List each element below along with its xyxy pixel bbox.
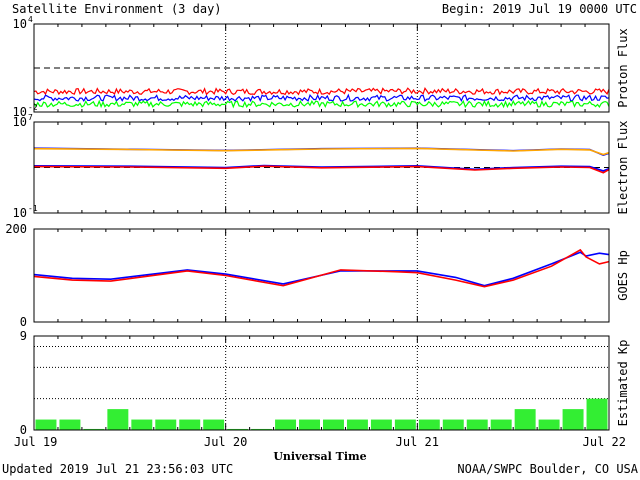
y-axis-label: Electron Flux	[616, 121, 630, 215]
kp-bar	[323, 419, 344, 430]
series-line-red	[33, 165, 610, 174]
kp-bar	[35, 419, 57, 430]
kp-bar	[466, 419, 488, 430]
panel-frame	[33, 228, 610, 323]
y-axis-label: Proton Flux	[616, 28, 630, 107]
y-tick-exponent: -1	[28, 204, 38, 213]
panel-goes_hp: 200 0 GOES Hp	[5, 222, 630, 329]
y-axis-label: GOES Hp	[616, 250, 630, 301]
panel-frame	[33, 121, 610, 214]
series-line-blue	[33, 251, 610, 287]
series-line-blue	[33, 93, 610, 103]
y-axis-label: Estimated Kp	[616, 340, 630, 427]
kp-bar	[155, 419, 177, 430]
panel-frame	[33, 23, 610, 113]
kp-bar	[59, 419, 81, 430]
kp-bar	[251, 428, 273, 430]
y-tick-exponent: 7	[28, 113, 33, 122]
panel-proton: 10 410 -2 Proton Flux	[13, 15, 630, 119]
panel-electron: 10 710 -1 Electron Flux	[13, 113, 630, 220]
kp-bar	[203, 419, 225, 430]
y-tick-exponent: 4	[28, 15, 33, 24]
series-line-red	[33, 248, 610, 288]
y-tick-label: 200	[5, 222, 27, 236]
y-tick-label: 10	[13, 206, 27, 220]
begin-time: Begin: 2019 Jul 19 0000 UTC	[442, 2, 637, 16]
kp-bar	[83, 428, 105, 430]
series-line-orange	[33, 147, 610, 156]
kp-bar	[442, 419, 464, 430]
plot-title: Satellite Environment (3 day)	[12, 2, 222, 16]
series-line-red	[33, 86, 610, 96]
x-tick-label: Jul 21	[396, 435, 439, 449]
updated-timestamp: Updated 2019 Jul 21 23:56:03 UTC	[2, 462, 233, 476]
kp-bar	[370, 419, 392, 430]
kp-bar	[586, 398, 608, 430]
y-tick-label: 10	[13, 115, 27, 129]
y-tick-label: 10	[13, 17, 27, 31]
y-tick-label: 0	[20, 315, 27, 329]
kp-bar	[346, 419, 368, 430]
kp-bar	[299, 419, 320, 430]
kp-bar	[227, 428, 249, 430]
y-tick-label: 10	[13, 105, 27, 119]
x-tick-label: Jul 19	[14, 435, 57, 449]
kp-bar	[179, 419, 201, 430]
kp-bar	[394, 419, 416, 430]
panel-frame	[33, 335, 610, 431]
credit-text: NOAA/SWPC Boulder, CO USA	[457, 462, 638, 476]
x-axis-label: Universal Time	[273, 450, 366, 463]
kp-bar	[562, 409, 584, 430]
x-tick-label: Jul 22	[583, 435, 626, 449]
kp-bar	[275, 419, 297, 430]
y-tick-label: 0	[20, 423, 27, 437]
y-tick-label: 9	[20, 329, 27, 343]
kp-bar	[107, 409, 129, 430]
x-tick-label: Jul 20	[204, 435, 247, 449]
y-tick-exponent: -2	[28, 103, 38, 112]
kp-bar	[418, 419, 440, 430]
kp-bar	[131, 419, 153, 430]
series-line-green	[33, 99, 610, 109]
panel-kp: 9 0 Estimated Kp	[20, 329, 630, 437]
kp-bar	[490, 419, 512, 430]
kp-bar	[538, 419, 560, 430]
kp-bar	[514, 409, 536, 430]
